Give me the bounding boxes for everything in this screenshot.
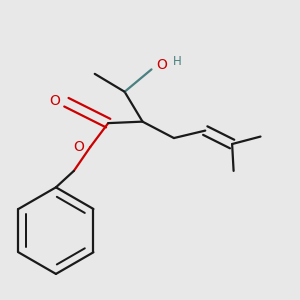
- Text: O: O: [74, 140, 84, 154]
- Text: O: O: [157, 58, 167, 72]
- Text: H: H: [172, 56, 181, 68]
- Text: O: O: [50, 94, 61, 108]
